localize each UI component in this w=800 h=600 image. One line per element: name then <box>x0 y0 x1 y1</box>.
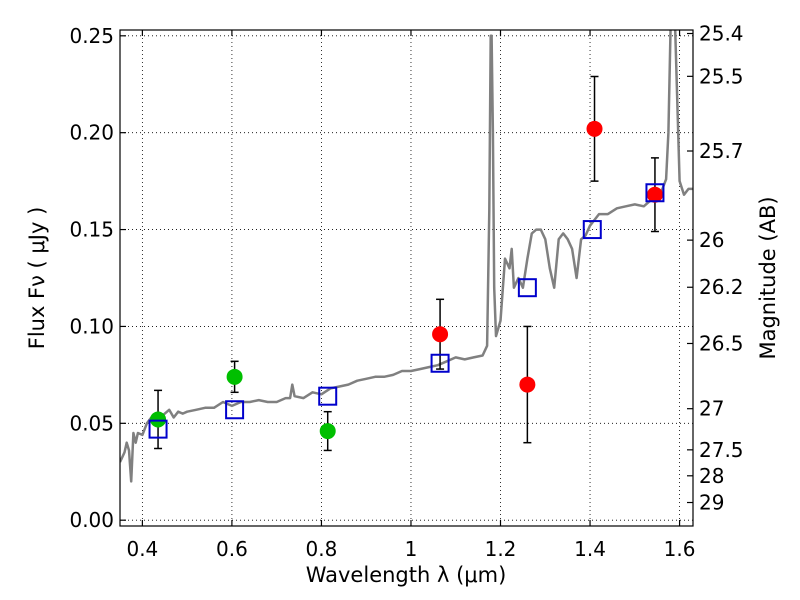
axis-ticks: 0.4 0.6 0.8 1 1.2 1.4 1.6 0.00 0.05 0.10 0.15 0.20 0… <box>69 22 743 561</box>
model-square-point <box>225 400 245 420</box>
x-axis-label: Wavelength λ (μm) <box>306 563 507 587</box>
model-square-point <box>148 419 168 439</box>
green-data-point <box>319 423 336 440</box>
spectrum-layer <box>120 30 693 483</box>
x-tick-label: 0.8 <box>306 537 338 561</box>
model-square-point <box>430 353 450 373</box>
model-square-point <box>645 183 665 203</box>
green-data-point <box>226 368 243 385</box>
x-tick-label: 1.6 <box>664 537 696 561</box>
mag-tick-label: 25.7 <box>699 139 744 163</box>
x-tick-label: 1 <box>405 537 418 561</box>
markers-layer <box>148 75 665 452</box>
mag-tick-label: 27 <box>699 397 724 421</box>
y-axis-label: Flux Fν ( μJy ) <box>25 207 49 350</box>
x-tick-label: 1.2 <box>485 537 517 561</box>
mag-tick-label: 26 <box>699 228 724 252</box>
mag-tick-label: 25.5 <box>699 64 744 88</box>
y-tick-label: 0.15 <box>69 218 114 242</box>
mag-tick-label: 26.5 <box>699 331 744 355</box>
y-tick-label: 0.20 <box>69 121 114 145</box>
mag-tick-label: 29 <box>699 491 724 515</box>
green-data-point <box>150 411 167 428</box>
plot-frame <box>119 29 694 527</box>
x-tick-label: 0.4 <box>126 537 158 561</box>
mag-tick-label: 25.4 <box>699 22 744 46</box>
model-square-point <box>582 220 602 240</box>
y-tick-label: 0.05 <box>69 411 114 435</box>
model-square-point <box>318 386 338 406</box>
y-tick-label: 0.25 <box>69 24 114 48</box>
y-tick-label: 0.10 <box>69 314 114 338</box>
mag-tick-label: 28 <box>699 464 724 488</box>
grid-lines <box>120 30 693 526</box>
mag-tick-label: 27.5 <box>699 438 744 462</box>
red-data-point <box>432 326 449 343</box>
mag-tick-label: 26.2 <box>699 275 744 299</box>
red-data-point <box>519 376 536 393</box>
y-tick-label: 0.00 <box>69 508 114 532</box>
x-tick-label: 1.4 <box>574 537 606 561</box>
red-data-point <box>646 186 663 203</box>
model-square-point <box>517 278 537 298</box>
red-data-point <box>586 120 603 137</box>
spectrum-line <box>120 30 693 483</box>
x-tick-label: 0.6 <box>216 537 248 561</box>
y2-axis-label: Magnitude (AB) <box>756 196 780 359</box>
